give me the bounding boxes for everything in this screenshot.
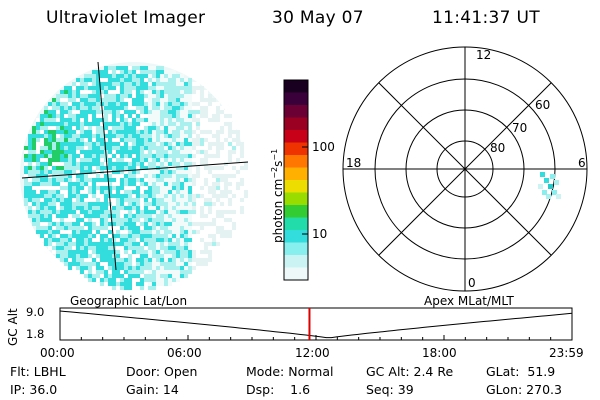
time-tick-1200: 12:00	[295, 346, 330, 360]
time-tick-0000: 00:00	[40, 346, 75, 360]
polar-lat-80: 80	[490, 141, 506, 155]
lat-line	[21, 161, 249, 179]
colorbar-segment	[284, 155, 308, 168]
colorbar-segment	[284, 105, 308, 118]
info-glon: GLon: 270.3	[486, 382, 562, 397]
colorbar-segment	[284, 205, 308, 218]
polar-mlat-mlt-plot	[342, 46, 588, 292]
colorbar-segment	[284, 80, 308, 93]
colorbar-segment	[284, 92, 308, 106]
polar-aurora-patch	[538, 172, 561, 199]
colorbar-segment	[284, 242, 308, 256]
colorbar-segment	[284, 167, 308, 181]
time-tick-2359: 23:59	[549, 346, 584, 360]
timeline-y-top: 9.0	[26, 305, 45, 319]
colorbar	[283, 79, 309, 281]
polar-label-6: 6	[578, 156, 586, 170]
timeline-right-title: Apex MLat/MLT	[424, 294, 514, 308]
info-glat: GLat: 51.9	[486, 364, 556, 379]
colorbar-segment	[284, 267, 308, 281]
colorbar-segment	[284, 117, 308, 131]
colorbar-segment	[284, 142, 308, 156]
time-tick-0600: 06:00	[167, 346, 202, 360]
timeline-left-title: Geographic Lat/Lon	[70, 294, 188, 308]
timeline-y-bottom: 1.8	[26, 327, 45, 341]
disk-speckle	[24, 66, 248, 290]
colorbar-tick-10: 10	[312, 227, 328, 241]
info-ip: IP: 36.0	[10, 382, 58, 397]
polar-lat-60: 60	[535, 98, 551, 112]
colorbar-segment	[284, 180, 308, 193]
info-door: Door: Open	[126, 364, 198, 379]
polar-label-18: 18	[346, 156, 362, 170]
colorbar-segment	[284, 192, 308, 206]
colorbar-unit-label: photon cm−2s−1	[270, 148, 285, 243]
info-seq: Seq: 39	[366, 382, 414, 397]
lon-line	[97, 61, 117, 271]
polar-lat-70: 70	[512, 121, 528, 135]
polar-label-0: 0	[468, 276, 476, 290]
colorbar-segment	[284, 217, 308, 231]
date-label: 30 May 07	[272, 8, 364, 28]
colorbar-tick-100: 100	[312, 140, 335, 154]
instrument-title: Ultraviolet Imager	[46, 8, 206, 28]
info-mode: Mode: Normal	[246, 364, 334, 379]
polar-diagonal	[378, 82, 552, 256]
polar-label-12: 12	[476, 48, 492, 62]
timeline-ylabel: GC Alt	[6, 308, 20, 346]
uv-earth-image	[20, 61, 249, 290]
colorbar-segment	[284, 255, 308, 268]
altitude-curve	[59, 310, 573, 339]
info-gain: Gain: 14	[126, 382, 179, 397]
colorbar-segment	[284, 130, 308, 143]
info-dsp: Dsp: 1.6	[246, 382, 311, 397]
colorbar-segment	[284, 230, 308, 243]
info-flt: Flt: LBHL	[10, 364, 66, 379]
gc-altitude-timeline	[59, 307, 573, 341]
time-tick-1800: 18:00	[422, 346, 457, 360]
colorbar-frame	[283, 79, 309, 281]
time-label: 11:41:37 UT	[432, 8, 540, 28]
info-gcalt: GC Alt: 2.4 Re	[366, 364, 454, 379]
